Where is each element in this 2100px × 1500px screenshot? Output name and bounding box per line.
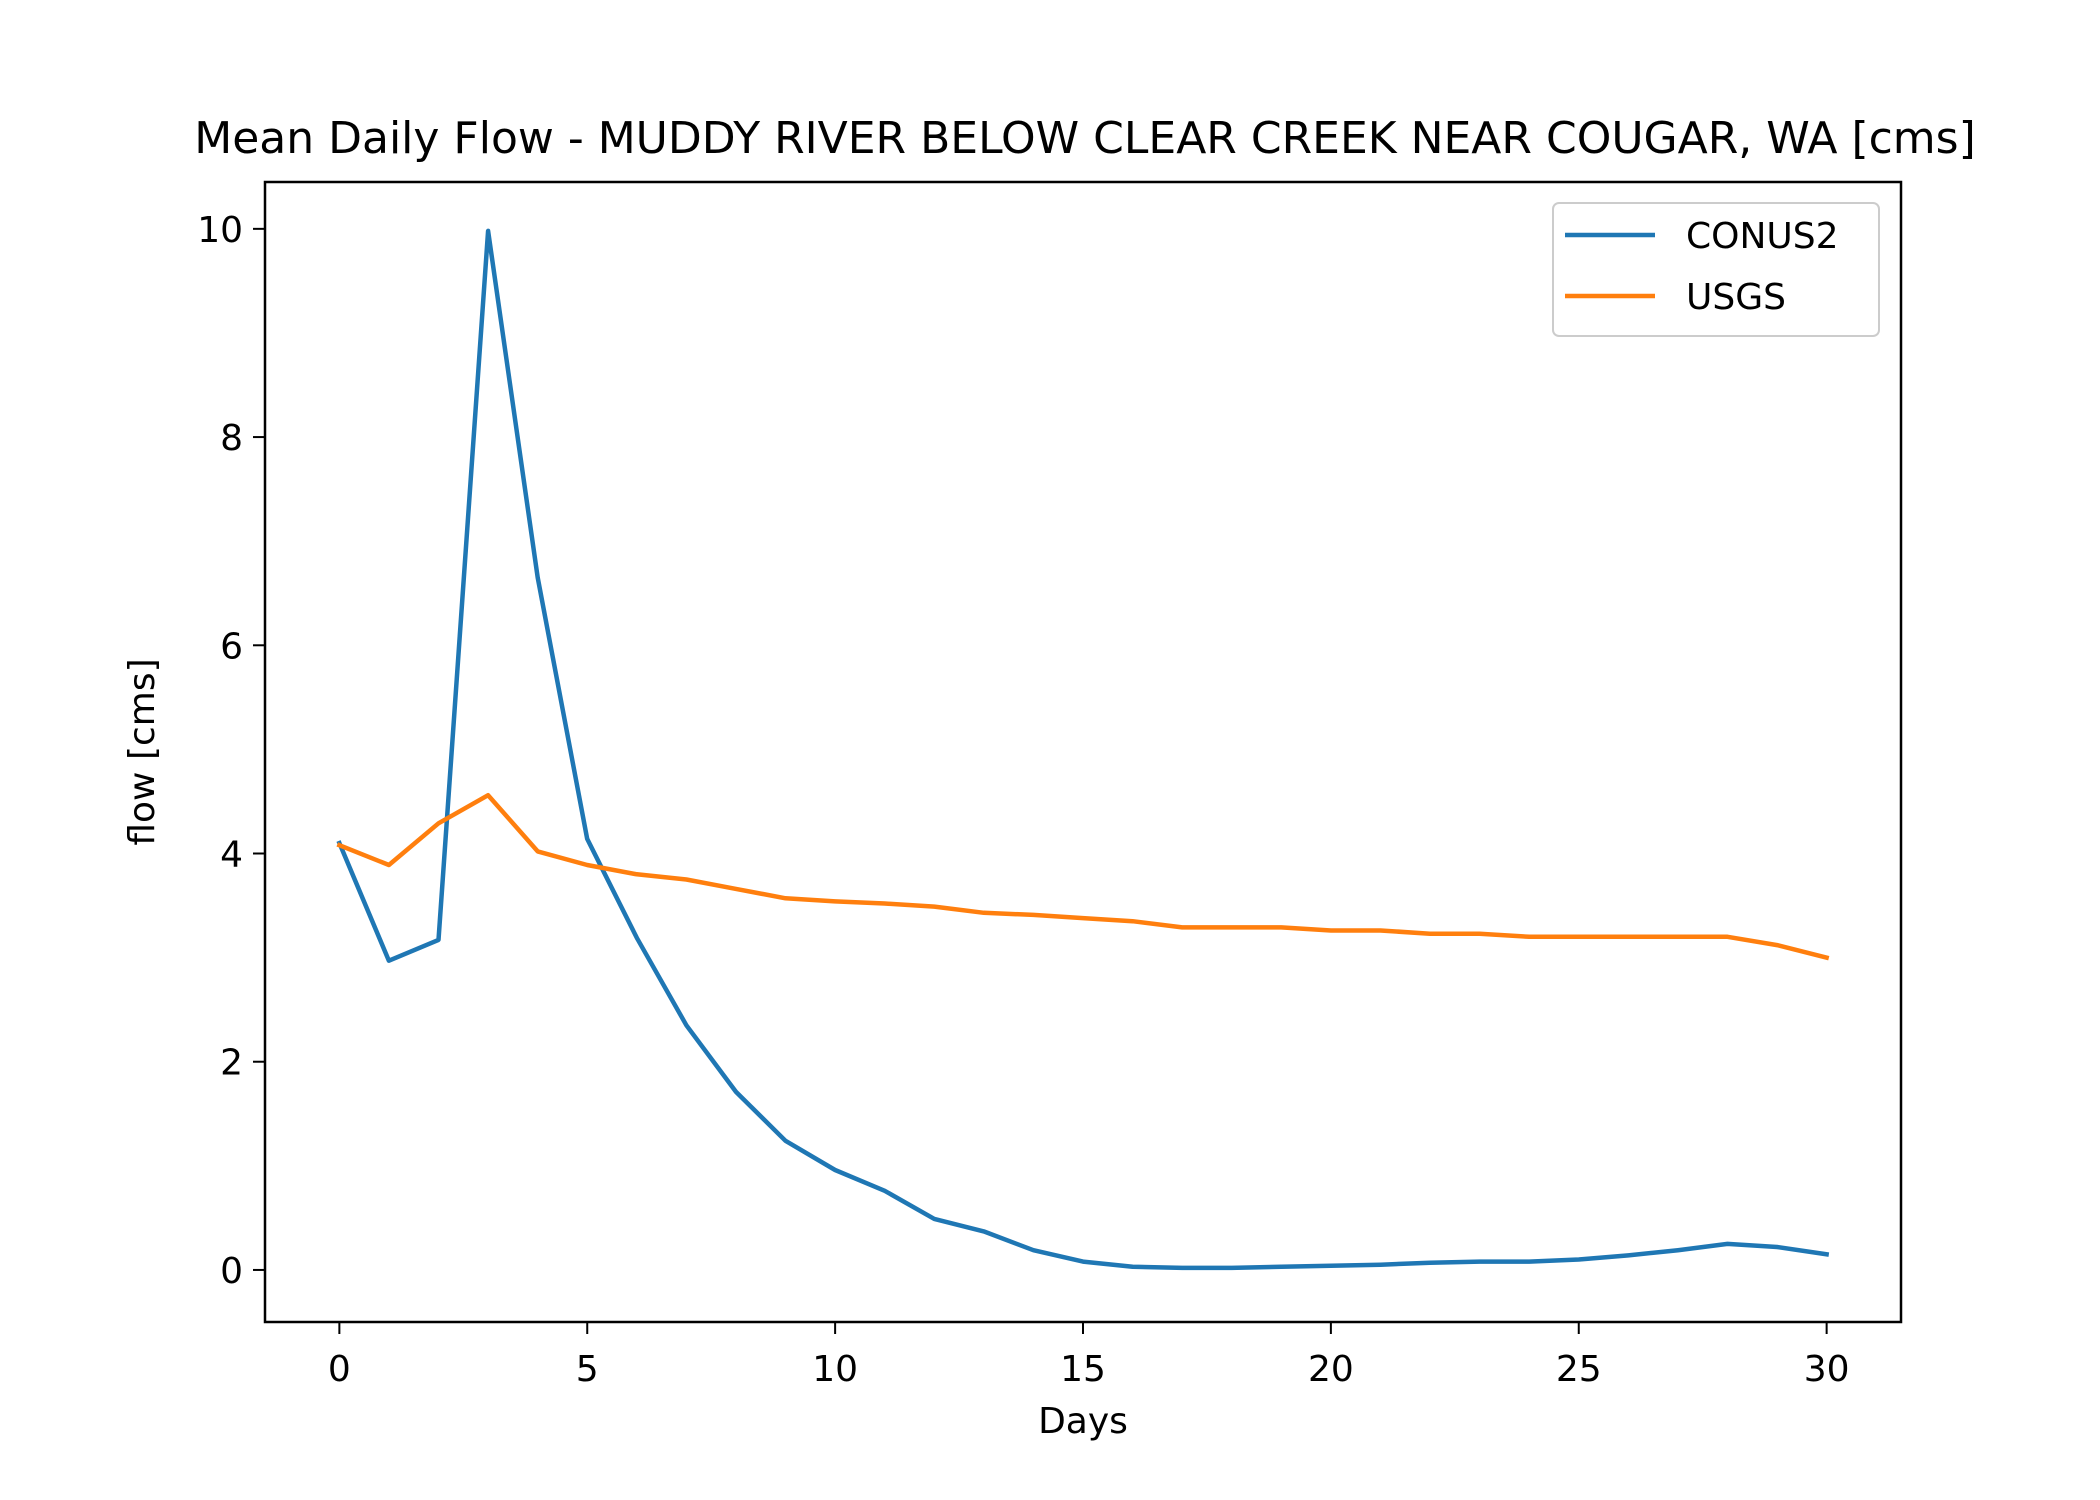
x-tick-label: 20 xyxy=(1308,1349,1354,1390)
y-tick-label: 10 xyxy=(197,210,243,251)
x-tick-label: 30 xyxy=(1804,1349,1850,1390)
y-axis-label: flow [cms] xyxy=(122,658,163,845)
x-axis-label: Days xyxy=(1038,1401,1128,1442)
x-tick-label: 5 xyxy=(576,1349,599,1390)
legend: CONUS2 USGS xyxy=(1552,202,1880,337)
x-tick-label: 10 xyxy=(812,1349,858,1390)
y-tick-label: 6 xyxy=(220,626,243,667)
series-lines xyxy=(336,228,1830,1271)
series-line-conus2 xyxy=(336,228,1830,1271)
y-tick-label: 4 xyxy=(220,835,243,876)
plot-frame xyxy=(263,180,1903,1324)
chart-title: Mean Daily Flow - MUDDY RIVER BELOW CLEA… xyxy=(194,113,1976,164)
x-tick-label: 15 xyxy=(1060,1349,1106,1390)
y-tick-label: 2 xyxy=(220,1043,243,1084)
y-tick-label: 0 xyxy=(220,1251,243,1292)
legend-label-usgs: USGS xyxy=(1686,277,1786,318)
series-line-usgs xyxy=(336,792,1830,961)
y-tick-label: 8 xyxy=(220,418,243,459)
x-tick-label: 0 xyxy=(328,1349,351,1390)
axis-ticks: 0 5 10 15 20 25 30 0 2 4 6 8 10 xyxy=(197,210,1849,1390)
legend-label-conus2: CONUS2 xyxy=(1686,216,1839,257)
x-tick-label: 25 xyxy=(1556,1349,1602,1390)
